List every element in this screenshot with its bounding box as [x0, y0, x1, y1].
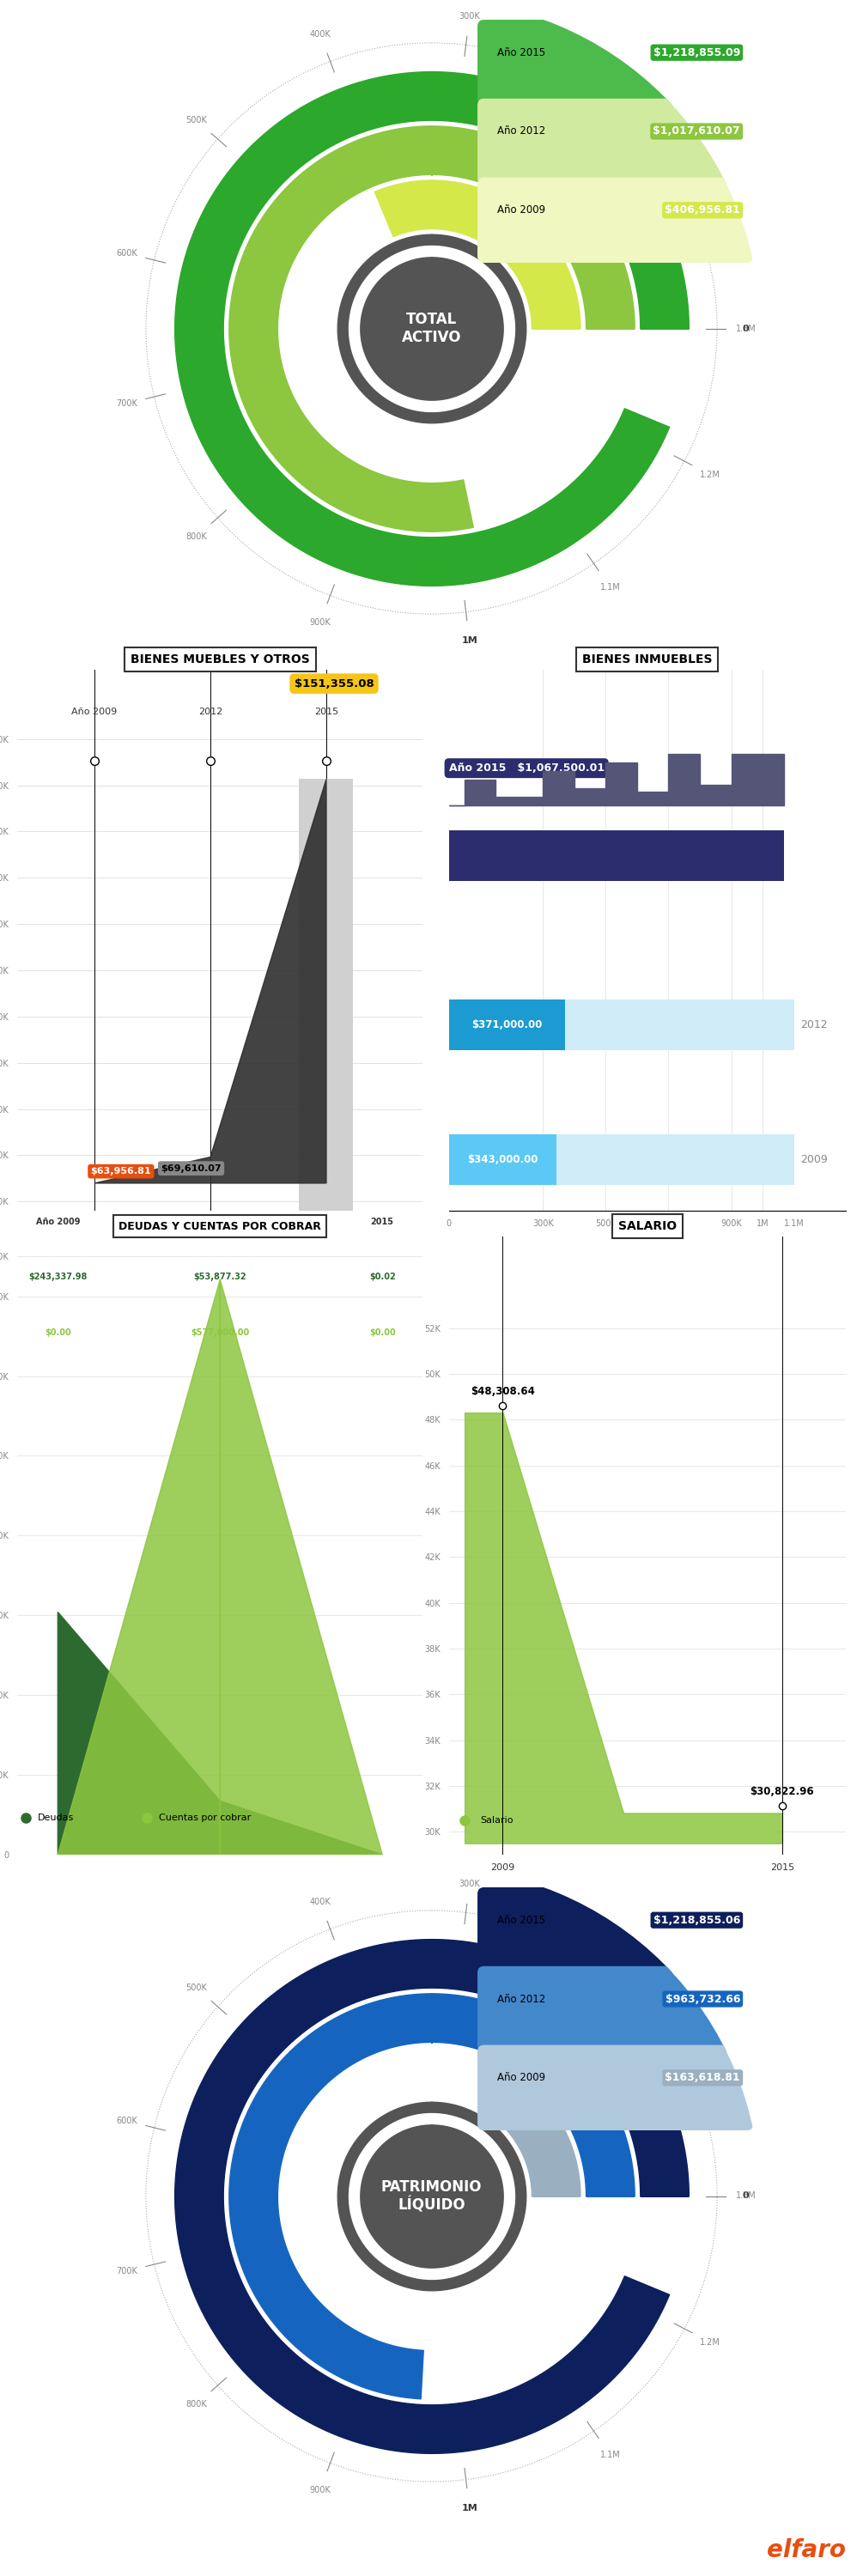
- Text: 1.2M: 1.2M: [699, 471, 720, 479]
- Text: $1,218,855.09: $1,218,855.09: [653, 46, 740, 59]
- FancyBboxPatch shape: [477, 2045, 753, 2130]
- Text: Año 2009: Año 2009: [35, 1218, 80, 1226]
- Text: 2012: 2012: [800, 1020, 828, 1030]
- Text: 600K: 600K: [116, 2117, 137, 2125]
- Text: 500K: 500K: [186, 1984, 207, 1991]
- Bar: [449, 829, 784, 881]
- Polygon shape: [220, 1280, 382, 1855]
- Text: 2015: 2015: [314, 708, 338, 716]
- Text: 1.3M: 1.3M: [735, 2192, 756, 2200]
- Text: $151,355.08: $151,355.08: [294, 677, 374, 690]
- Bar: [449, 999, 794, 1051]
- Text: $69,610.07: $69,610.07: [161, 1164, 222, 1172]
- Bar: [449, 999, 565, 1051]
- Text: 200K: 200K: [599, 64, 620, 75]
- Text: 1.1M: 1.1M: [600, 582, 620, 592]
- Text: $0.02: $0.02: [369, 1273, 395, 1280]
- Text: 800K: 800K: [186, 2401, 207, 2409]
- Text: 400K: 400K: [310, 31, 331, 39]
- Text: $371,000.00: $371,000.00: [471, 1020, 542, 1030]
- Text: Año 2012: Año 2012: [497, 126, 545, 137]
- Bar: [449, 999, 565, 1051]
- Text: 700K: 700K: [116, 2267, 137, 2275]
- Text: $577,000.00: $577,000.00: [191, 1329, 249, 1337]
- Text: $1,017,610.07: $1,017,610.07: [653, 126, 740, 137]
- Text: $0.00: $0.00: [45, 1329, 71, 1337]
- Text: 1.3M: 1.3M: [735, 325, 756, 332]
- Text: 500K: 500K: [186, 116, 207, 124]
- Text: Deudas: Deudas: [38, 1814, 74, 1821]
- Text: 2012: 2012: [209, 1218, 231, 1226]
- Text: 1.1M: 1.1M: [600, 2450, 620, 2460]
- Text: $1,218,855.06: $1,218,855.06: [653, 1914, 740, 1927]
- Text: 300K: 300K: [459, 1880, 480, 1888]
- Text: $343,000.00: $343,000.00: [467, 1154, 538, 1164]
- FancyBboxPatch shape: [477, 1965, 753, 2050]
- Title: SALARIO: SALARIO: [618, 1221, 677, 1231]
- FancyBboxPatch shape: [477, 178, 753, 263]
- Text: 1M: 1M: [462, 2504, 477, 2512]
- Text: 900K: 900K: [310, 618, 331, 626]
- Text: 200K: 200K: [599, 1932, 620, 1942]
- Text: 2012: 2012: [198, 708, 223, 716]
- Polygon shape: [449, 755, 784, 804]
- Text: 300K: 300K: [459, 13, 480, 21]
- Text: $163,618.81: $163,618.81: [665, 2071, 740, 2084]
- Text: Año 2012: Año 2012: [497, 1994, 545, 2004]
- Text: $963,732.66: $963,732.66: [665, 1994, 740, 2004]
- Bar: [449, 1133, 794, 1185]
- Text: 100K: 100K: [699, 2045, 721, 2053]
- Text: 600K: 600K: [116, 250, 137, 258]
- FancyBboxPatch shape: [477, 98, 753, 183]
- Polygon shape: [95, 778, 326, 1182]
- Polygon shape: [58, 1613, 220, 1855]
- Text: Año 2015   $1,067,500.01: Año 2015 $1,067,500.01: [449, 762, 604, 773]
- Text: Año 2009: Año 2009: [497, 2071, 545, 2084]
- Text: 1.2M: 1.2M: [699, 2339, 720, 2347]
- Text: Salario: Salario: [481, 1816, 513, 1824]
- Text: 700K: 700K: [116, 399, 137, 407]
- Text: $243,337.98: $243,337.98: [28, 1273, 87, 1280]
- Text: 0: 0: [742, 325, 749, 332]
- Text: $406,956.81: $406,956.81: [665, 204, 740, 216]
- Text: Año 2009: Año 2009: [497, 204, 545, 216]
- Title: BIENES INMUEBLES: BIENES INMUEBLES: [583, 654, 712, 665]
- Bar: [449, 1133, 557, 1185]
- Text: 2009: 2009: [800, 1154, 828, 1164]
- Text: Año 2015: Año 2015: [497, 1914, 545, 1927]
- FancyBboxPatch shape: [477, 1888, 753, 1973]
- Polygon shape: [220, 1801, 382, 1855]
- Text: Año 2009: Año 2009: [72, 708, 117, 716]
- Text: 1M: 1M: [462, 636, 477, 644]
- Text: Cuentas por cobrar: Cuentas por cobrar: [159, 1814, 251, 1821]
- Text: $53,877.32: $53,877.32: [193, 1273, 247, 1280]
- Text: 2015: 2015: [371, 1218, 394, 1226]
- Text: TOTAL
ACTIVO: TOTAL ACTIVO: [401, 312, 462, 345]
- Text: Año 2015: Año 2015: [497, 46, 545, 59]
- Polygon shape: [58, 1280, 220, 1855]
- Text: elfaro: elfaro: [766, 2537, 846, 2563]
- Title: DEUDAS Y CUENTAS POR COBRAR: DEUDAS Y CUENTAS POR COBRAR: [119, 1221, 321, 1231]
- Bar: [299, 778, 353, 1211]
- Text: 800K: 800K: [186, 533, 207, 541]
- Text: 400K: 400K: [310, 1899, 331, 1906]
- Text: $0.00: $0.00: [369, 1329, 395, 1337]
- Text: $63,956.81: $63,956.81: [91, 1167, 151, 1175]
- Text: 100K: 100K: [699, 178, 721, 185]
- Text: PATRIMONIO
LÍQUIDO: PATRIMONIO LÍQUIDO: [381, 2179, 482, 2213]
- Title: BIENES MUEBLES Y OTROS: BIENES MUEBLES Y OTROS: [130, 654, 310, 665]
- FancyBboxPatch shape: [477, 21, 753, 106]
- Text: $48,308.64: $48,308.64: [470, 1386, 535, 1396]
- Text: 900K: 900K: [310, 2486, 331, 2494]
- Text: $30,822.96: $30,822.96: [750, 1785, 815, 1798]
- Bar: [449, 1133, 557, 1185]
- Text: 0: 0: [742, 2192, 749, 2200]
